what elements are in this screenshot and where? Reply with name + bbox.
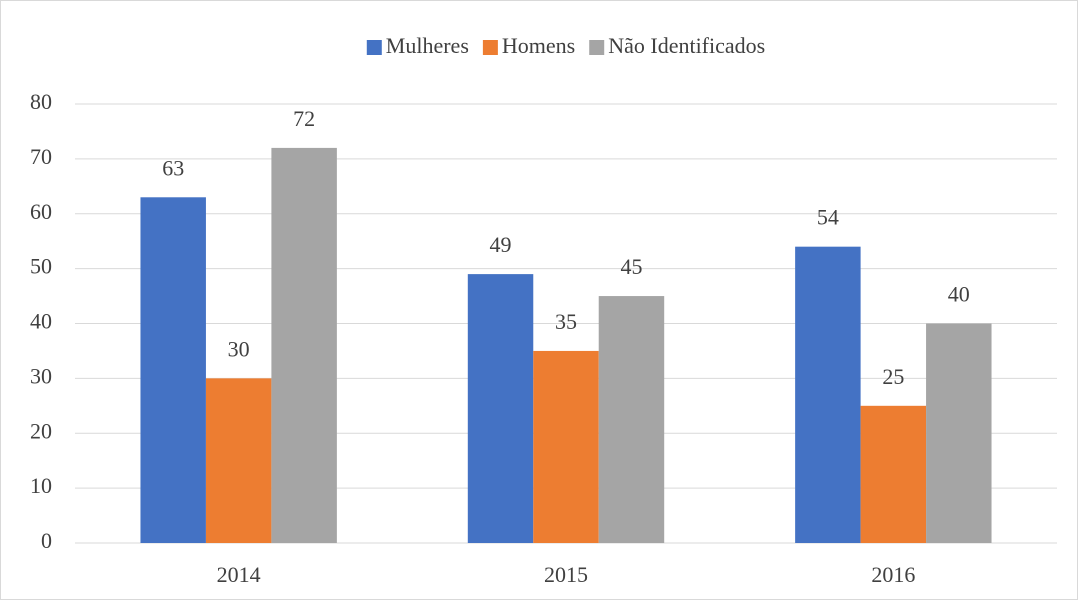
y-tick-label: 40 xyxy=(30,309,52,334)
legend-label: Mulheres xyxy=(386,33,469,58)
x-tick-label: 2016 xyxy=(871,562,915,587)
y-tick-label: 60 xyxy=(30,199,52,224)
legend-swatch xyxy=(589,40,605,55)
bar xyxy=(795,246,861,544)
y-tick-label: 30 xyxy=(30,363,52,388)
data-label: 72 xyxy=(293,106,315,131)
bar xyxy=(598,296,665,543)
y-tick-label: 10 xyxy=(30,473,52,498)
bar xyxy=(926,323,992,543)
y-tick-label: 20 xyxy=(30,418,52,443)
y-tick-label: 70 xyxy=(30,144,52,169)
data-label: 25 xyxy=(882,364,904,389)
y-tick-label: 50 xyxy=(30,254,52,279)
data-label: 35 xyxy=(555,309,577,334)
legend-item: Mulheres xyxy=(366,33,469,58)
y-tick-label: 0 xyxy=(41,528,52,553)
data-label: 30 xyxy=(228,336,250,361)
x-tick-label: 2015 xyxy=(544,562,588,587)
legend-item: Não Identificados xyxy=(589,33,765,58)
legend-item: Homens xyxy=(482,33,575,58)
legend-swatch xyxy=(366,40,382,55)
data-label: 63 xyxy=(162,155,184,180)
bar xyxy=(467,274,534,543)
y-tick-label: 80 xyxy=(30,89,52,114)
bar xyxy=(205,378,272,543)
legend-label: Homens xyxy=(502,33,575,58)
bar xyxy=(533,350,599,543)
bar xyxy=(140,197,206,543)
data-label: 49 xyxy=(490,232,512,257)
bar xyxy=(271,147,337,543)
data-label: 45 xyxy=(620,254,642,279)
data-label: 40 xyxy=(948,282,970,307)
data-label: 54 xyxy=(817,205,839,230)
legend-swatch xyxy=(482,40,498,55)
x-tick-label: 2014 xyxy=(217,562,261,587)
bar xyxy=(860,405,927,543)
legend-label: Não Identificados xyxy=(608,33,765,58)
